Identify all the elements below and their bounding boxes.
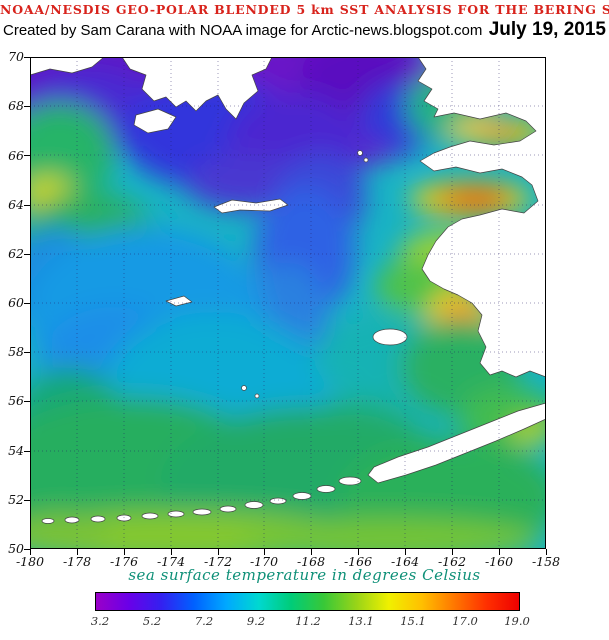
land-pribilof-islands [241, 385, 247, 391]
lat-label-52: 52 [8, 492, 24, 507]
lon-label-180: -180 [15, 554, 45, 569]
lat-label-66: 66 [8, 148, 24, 163]
land-alaska [417, 57, 546, 378]
lat-label-56: 56 [8, 393, 24, 408]
lat-tick [24, 303, 30, 304]
lat-tick [24, 155, 30, 156]
lat-label-62: 62 [8, 246, 24, 261]
land-chukotka-main [121, 57, 273, 120]
lon-tick [30, 549, 31, 555]
lon-tick [264, 549, 265, 555]
lon-tick [77, 549, 78, 555]
lat-label-58: 58 [8, 344, 24, 359]
date-text: July 19, 2015 [488, 19, 606, 40]
land-layer [30, 57, 546, 524]
lon-label-172: -172 [203, 554, 233, 569]
lon-tick [452, 549, 453, 555]
lon-label-174: -174 [156, 554, 186, 569]
land-st-matthew-island [165, 295, 193, 307]
colorbar-tick-label: 9.2 [246, 614, 266, 628]
land-chukotka-west [30, 57, 105, 76]
land-st-lawrence-island [213, 198, 289, 214]
lat-tick [24, 500, 30, 501]
lat-tick [24, 352, 30, 353]
lon-tick [358, 549, 359, 555]
lat-tick [24, 57, 30, 58]
lon-label-160: -160 [484, 554, 514, 569]
lon-label-166: -166 [343, 554, 373, 569]
colorbar-tick-label: 3.2 [90, 614, 110, 628]
lat-tick [24, 549, 30, 550]
sst-map-canvas [30, 57, 546, 549]
lon-label-168: -168 [296, 554, 326, 569]
colorbar-tick-label: 13.1 [348, 614, 374, 628]
land-aleutian-islands [41, 476, 362, 524]
lon-label-176: -176 [109, 554, 139, 569]
lat-tick [24, 401, 30, 402]
lat-label-68: 68 [8, 98, 24, 113]
lon-label-178: -178 [62, 554, 92, 569]
land-diomede-islands [357, 150, 363, 156]
lon-tick [499, 549, 500, 555]
sst-field [30, 57, 546, 549]
lat-label-64: 64 [8, 197, 24, 212]
lat-tick [24, 205, 30, 206]
lon-label-164: -164 [390, 554, 420, 569]
lat-tick [24, 106, 30, 107]
lon-tick [171, 549, 172, 555]
lat-label-54: 54 [8, 443, 24, 458]
colorbar-tick-label: 15.1 [400, 614, 426, 628]
lon-label-158: -158 [531, 554, 561, 569]
land-chukotka-cape [133, 108, 177, 134]
land-nunivak-island [372, 328, 408, 346]
map-border [30, 57, 546, 549]
colorbar-gradient [95, 592, 520, 611]
lon-label-170: -170 [249, 554, 279, 569]
lon-tick [311, 549, 312, 555]
colorbar-tick-label: 5.2 [142, 614, 162, 628]
lon-tick [405, 549, 406, 555]
colorbar-tick-label: 11.2 [295, 614, 321, 628]
lat-label-70: 70 [8, 49, 24, 64]
colorbar-tick-label: 7.2 [194, 614, 214, 628]
lat-tick [24, 254, 30, 255]
colorbar-tick-label: 19.0 [504, 614, 530, 628]
land-alaska-peninsula [367, 402, 546, 484]
lon-tick [124, 549, 125, 555]
colorbar-tick-label: 17.0 [452, 614, 478, 628]
lon-tick [546, 549, 547, 555]
lat-label-50: 50 [8, 541, 24, 556]
lat-label-60: 60 [8, 295, 24, 310]
credit-text: Created by Sam Carana with NOAA image fo… [3, 22, 483, 39]
colorbar-caption: sea surface temperature in degrees Celsi… [128, 566, 481, 584]
lat-tick [24, 451, 30, 452]
subtitle-row: Created by Sam Carana with NOAA image fo… [3, 19, 606, 41]
lon-tick [218, 549, 219, 555]
lon-label-162: -162 [437, 554, 467, 569]
figure-title: NOAA/NESDIS GEO-POLAR BLENDED 5 km SST A… [0, 2, 609, 17]
